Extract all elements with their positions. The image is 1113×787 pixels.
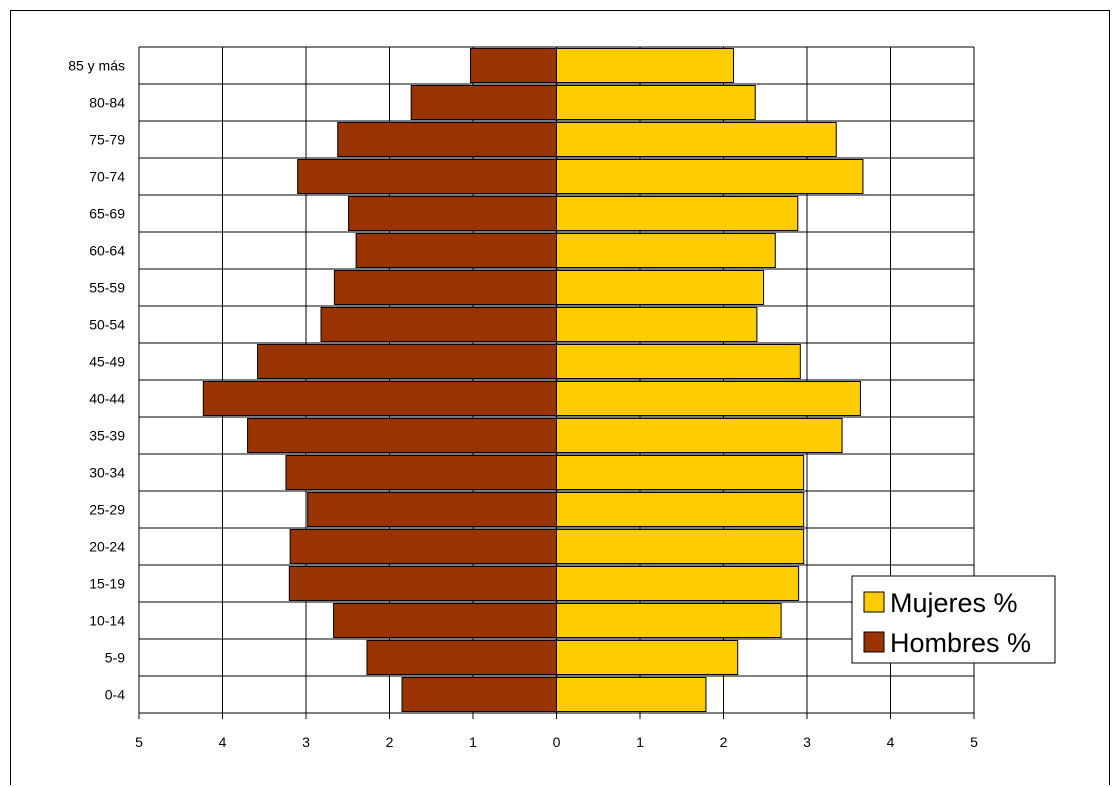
legend-swatch-hombres (863, 631, 885, 653)
bar-mujeres (556, 195, 799, 232)
bar-mujeres (556, 84, 756, 121)
category-label: 45-49 (89, 354, 125, 370)
bar-hombres (348, 195, 557, 232)
x-tick-label: 2 (720, 734, 728, 750)
bar-hombres (297, 158, 557, 195)
x-tick-label: 5 (135, 734, 143, 750)
bar-hombres (333, 602, 557, 639)
bar-mujeres (556, 454, 805, 491)
category-label: 65-69 (89, 206, 125, 222)
x-tick-label: 1 (469, 734, 477, 750)
bar-mujeres (556, 158, 864, 195)
grid-lines (138, 46, 975, 714)
bar-mujeres (556, 47, 735, 84)
bar-mujeres (556, 565, 800, 602)
category-label: 15-19 (89, 576, 125, 592)
bar-mujeres (556, 528, 805, 565)
category-label: 0-4 (105, 687, 125, 703)
x-tick-label: 0 (553, 734, 561, 750)
x-tick-label: 3 (803, 734, 811, 750)
bar-hombres (320, 306, 557, 343)
x-tick-label: 4 (887, 734, 895, 750)
category-label: 10-14 (89, 613, 125, 629)
bar-hombres (289, 528, 557, 565)
category-label: 5-9 (105, 650, 125, 666)
bar-mujeres (556, 491, 805, 528)
x-tick-label: 2 (386, 734, 394, 750)
x-tick-label: 5 (970, 734, 978, 750)
legend: Mujeres % Hombres % (851, 575, 1056, 664)
bar-hombres (469, 47, 557, 84)
category-label: 60-64 (89, 243, 125, 259)
bar-mujeres (556, 417, 843, 454)
bar-mujeres (556, 639, 739, 676)
category-label: 25-29 (89, 502, 125, 518)
bars (202, 47, 864, 713)
category-label: 70-74 (89, 169, 125, 185)
bar-hombres (337, 121, 558, 158)
bar-hombres (355, 232, 557, 269)
bar-mujeres (556, 269, 765, 306)
bar-hombres (366, 639, 557, 676)
bar-hombres (257, 343, 557, 380)
category-label: 50-54 (89, 317, 125, 333)
x-axis: 5 4 3 2 1 0 1 2 3 4 5 (135, 712, 978, 750)
bar-hombres (202, 380, 557, 417)
category-label: 30-34 (89, 465, 125, 481)
category-label: 20-24 (89, 539, 125, 555)
bar-hombres (333, 269, 558, 306)
bar-hombres (285, 454, 557, 491)
category-label: 35-39 (89, 428, 125, 444)
x-tick-label: 4 (219, 734, 227, 750)
bar-mujeres (556, 676, 707, 713)
category-label: 85 y más (68, 58, 125, 74)
category-label: 75-79 (89, 132, 125, 148)
bar-mujeres (556, 380, 861, 417)
category-labels: 0-4 5-9 10-14 15-19 20-24 25-29 30-34 35-39 40-4… (68, 58, 125, 703)
bar-mujeres (556, 232, 776, 269)
x-tick-label: 3 (302, 734, 310, 750)
legend-label-hombres: Hombres % (890, 628, 1031, 658)
x-tick-label: 1 (636, 734, 644, 750)
bar-hombres (410, 84, 557, 121)
legend-swatch-mujeres (863, 591, 885, 613)
legend-label-mujeres: Mujeres % (890, 588, 1018, 618)
legend-box (851, 575, 1056, 664)
bar-hombres (401, 676, 557, 713)
bar-hombres (288, 565, 557, 602)
bar-hombres (247, 417, 558, 454)
bar-hombres (307, 491, 558, 528)
category-label: 80-84 (89, 95, 125, 111)
bar-mujeres (556, 343, 801, 380)
category-label: 40-44 (89, 391, 125, 407)
bar-mujeres (556, 602, 782, 639)
bar-mujeres (556, 306, 758, 343)
category-label: 55-59 (89, 280, 125, 296)
bar-mujeres (556, 121, 837, 158)
